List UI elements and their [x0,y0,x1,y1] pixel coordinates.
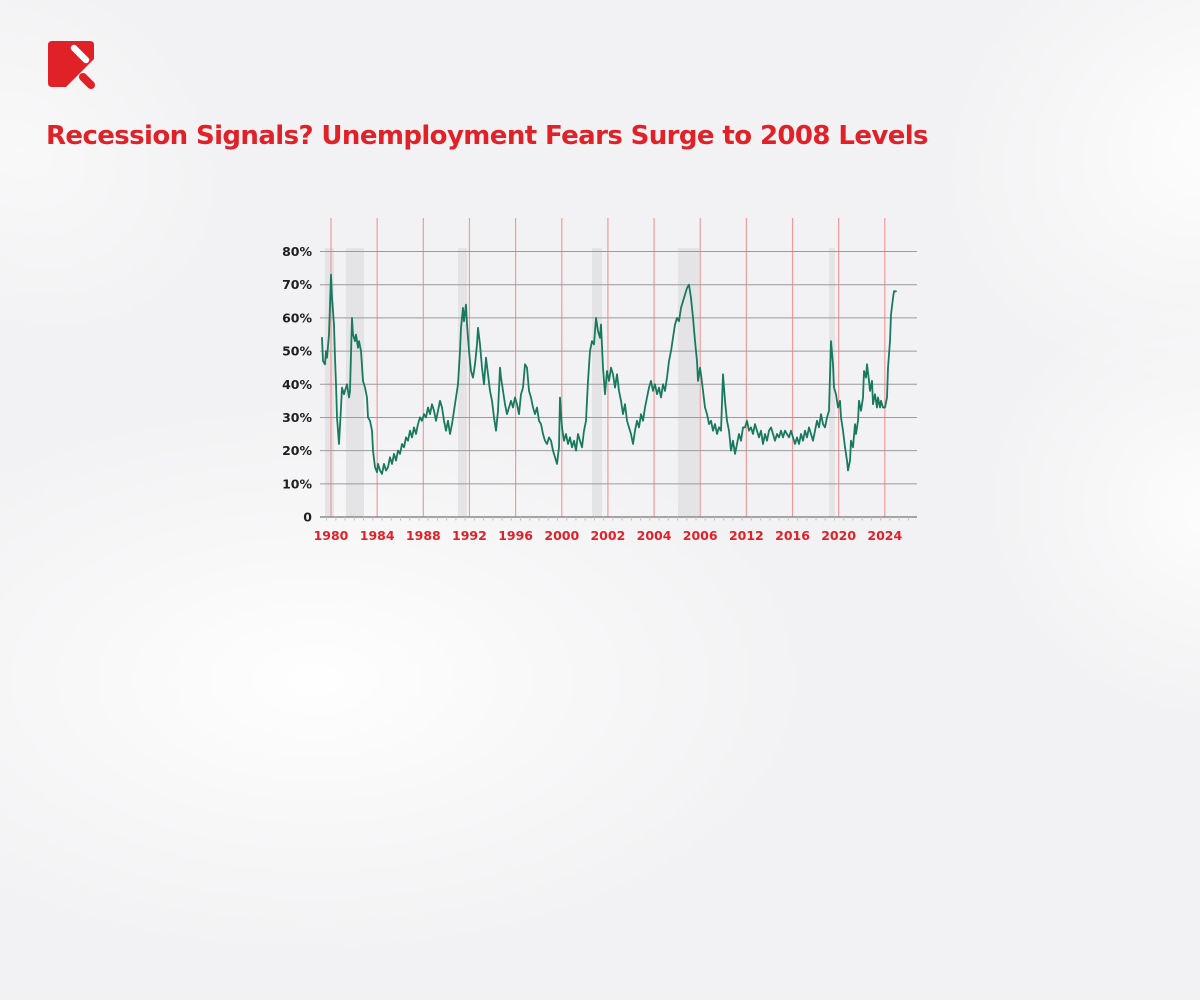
series-line [321,273,897,475]
x-tick-label: 1988 [406,528,441,543]
recession-band [828,248,836,517]
y-tick-label: 30% [282,410,312,425]
recession-band [458,248,468,517]
y-tick-label: 60% [282,310,312,325]
y-tick-label: 20% [282,443,312,458]
y-tick-label: 40% [282,377,312,392]
x-tick-label: 2000 [544,528,579,543]
x-tick-label: 1984 [360,528,395,543]
x-tick-label: 1996 [498,528,533,543]
y-tick-label: 70% [282,277,312,292]
recession-band [592,248,603,517]
x-tick-label: 1980 [314,528,349,543]
recession-band [345,248,365,517]
y-tick-label: 0 [303,510,312,525]
unemployment-fear-chart: 80% 70% 60% 50% 40% 30% 20% 10% 0 1980 1984 1988 199… [282,218,917,543]
recession-band [324,248,335,517]
page-title: Recession Signals? Unemployment Fears Su… [46,121,929,152]
x-tick-label: 2020 [821,528,856,543]
y-tick-label: 80% [282,244,312,259]
x-tick-label: 1992 [452,528,487,543]
x-tick-label: 2006 [683,528,718,543]
recession-band [677,248,699,517]
x-tick-label: 2002 [590,528,625,543]
x-tick-label: 2016 [775,528,810,543]
x-tick-label: 2012 [729,528,764,543]
x-tick-label: 2004 [637,528,672,543]
y-tick-label: 50% [282,344,312,359]
brand-logo [48,41,98,91]
x-tick-label: 2024 [867,528,902,543]
y-tick-label: 10% [282,476,312,491]
flag-mark-icon [48,41,95,89]
